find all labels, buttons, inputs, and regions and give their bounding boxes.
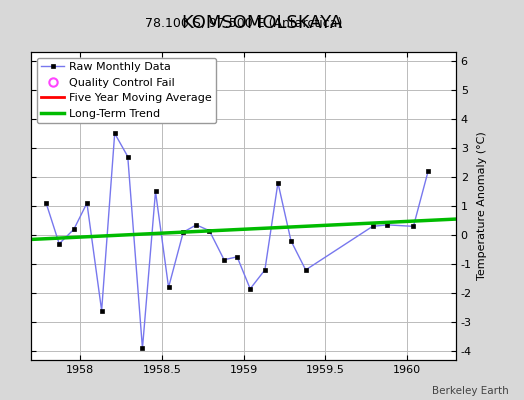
Raw Monthly Data	[384, 222, 390, 227]
Title: 78.100 S, 97.500 E (Antarctica): 78.100 S, 97.500 E (Antarctica)	[145, 17, 342, 30]
Raw Monthly Data	[125, 154, 131, 159]
Raw Monthly Data	[221, 257, 227, 262]
Raw Monthly Data	[425, 169, 431, 174]
Raw Monthly Data	[247, 286, 253, 291]
Raw Monthly Data	[139, 346, 146, 351]
Raw Monthly Data	[99, 308, 105, 313]
Raw Monthly Data	[43, 201, 49, 206]
Raw Monthly Data	[166, 285, 172, 290]
Raw Monthly Data	[152, 189, 159, 194]
Raw Monthly Data	[206, 228, 213, 233]
Raw Monthly Data	[112, 131, 118, 136]
Raw Monthly Data	[302, 268, 309, 272]
Text: Berkeley Earth: Berkeley Earth	[432, 386, 508, 396]
Raw Monthly Data	[84, 201, 90, 206]
Raw Monthly Data	[234, 254, 241, 259]
Line: Raw Monthly Data: Raw Monthly Data	[44, 131, 430, 350]
Raw Monthly Data	[275, 180, 281, 185]
Legend: Raw Monthly Data, Quality Control Fail, Five Year Moving Average, Long-Term Tren: Raw Monthly Data, Quality Control Fail, …	[37, 58, 216, 123]
Raw Monthly Data	[410, 224, 417, 229]
Raw Monthly Data	[262, 268, 268, 272]
Raw Monthly Data	[180, 230, 187, 234]
Raw Monthly Data	[71, 227, 77, 232]
Y-axis label: Temperature Anomaly (°C): Temperature Anomaly (°C)	[477, 132, 487, 280]
Raw Monthly Data	[193, 222, 200, 227]
Raw Monthly Data	[56, 241, 62, 246]
Text: KOMSOMOLSKAYA: KOMSOMOLSKAYA	[181, 14, 343, 32]
Raw Monthly Data	[288, 238, 294, 243]
Raw Monthly Data	[369, 224, 376, 229]
